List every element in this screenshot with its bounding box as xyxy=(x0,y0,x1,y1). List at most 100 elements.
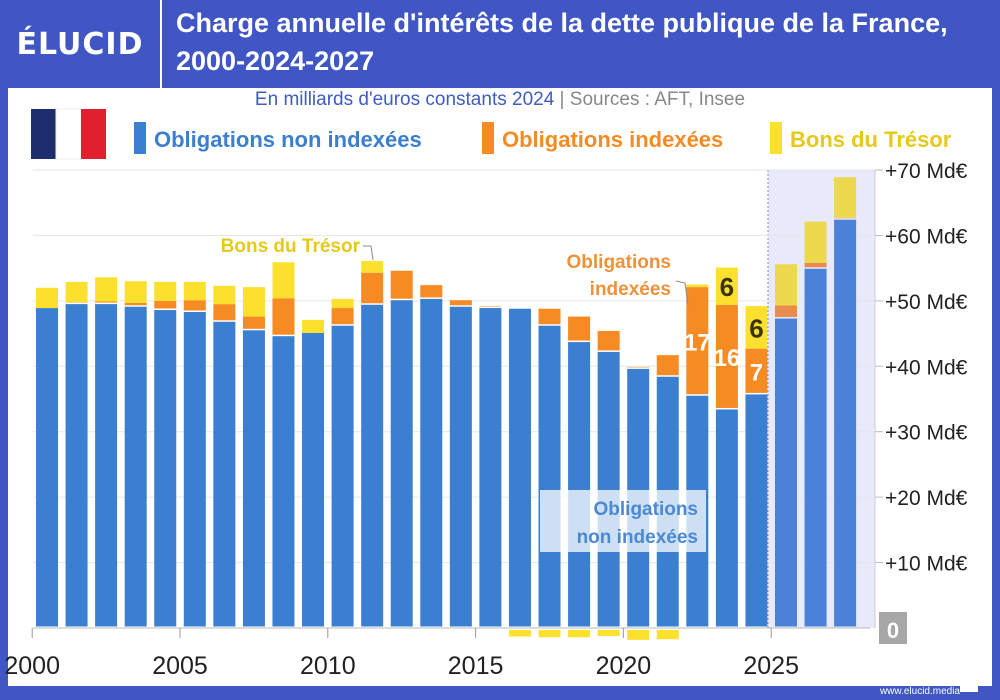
bar-obligations-non-index-es-2007 xyxy=(242,330,265,627)
bar-obligations-non-index-es-2024 xyxy=(745,394,768,627)
legend-swatch xyxy=(482,122,494,154)
bar-obligations-index-es-2004 xyxy=(154,300,177,309)
bar-obligations-non-index-es-2012 xyxy=(390,300,413,627)
y-tick-label: +30 Md€ xyxy=(885,422,968,445)
page-title: Charge annuelle d'intérêts de la dette p… xyxy=(176,8,948,76)
bar-obligations-index-es-2017 xyxy=(538,308,561,325)
x-tick-label: 2015 xyxy=(448,652,504,680)
bar-bons-du-tr-sor-2009 xyxy=(302,319,325,333)
bar-bons-du-tr-sor-2022 xyxy=(686,284,709,288)
bar-obligations-non-index-es-2008 xyxy=(272,336,295,627)
legend-swatch xyxy=(770,122,782,154)
bar-bons-du-tr-sor-2026 xyxy=(804,221,827,263)
zero-label: 0 xyxy=(887,618,899,643)
bar-obligations-index-es-2022 xyxy=(686,287,709,395)
subtitle: En milliards d'euros constants 2024 | So… xyxy=(0,89,1000,111)
bar-bons-negative-2019 xyxy=(597,630,620,636)
bar-obligations-index-es-2025 xyxy=(775,305,797,318)
bar-obligations-non-index-es-2023 xyxy=(715,409,738,627)
bar-obligations-non-index-es-2006 xyxy=(213,321,236,627)
bar-obligations-index-es-2003 xyxy=(124,302,147,306)
x-tick-label: 2020 xyxy=(596,652,652,680)
bar-obligations-non-index-es-2010 xyxy=(331,325,354,627)
bar-obligations-non-index-es-2001 xyxy=(65,304,88,627)
bar-obligations-non-index-es-2025 xyxy=(775,318,797,627)
data-label: 16 xyxy=(714,345,741,372)
bar-obligations-index-es-2012 xyxy=(390,270,413,299)
header: ÉLUCID Charge annuelle d'intérêts de la … xyxy=(0,0,1000,88)
x-tick-label: 2025 xyxy=(743,652,799,680)
footer-url[interactable]: www.elucid.media xyxy=(879,686,960,697)
flag-red xyxy=(81,109,106,159)
annotation-non-indexees: non indexées xyxy=(577,527,698,548)
bar-obligations-non-index-es-2013 xyxy=(420,298,443,627)
bar-obligations-non-index-es-2004 xyxy=(154,310,177,627)
bar-obligations-non-index-es-2015 xyxy=(479,308,502,627)
bar-bons-negative-2017 xyxy=(538,630,561,638)
bar-obligations-index-es-2026 xyxy=(804,262,827,268)
bar-obligations-non-index-es-2002 xyxy=(95,304,118,627)
subtitle-separator: | xyxy=(559,89,565,110)
bar-obligations-index-es-2013 xyxy=(420,285,443,298)
y-tick-label: +20 Md€ xyxy=(885,487,968,510)
flag-blue xyxy=(31,109,56,159)
bar-bons-du-tr-sor-2006 xyxy=(213,285,236,305)
data-label: 6 xyxy=(720,272,734,302)
y-tick-label: +70 Md€ xyxy=(885,160,968,183)
zero-label-box xyxy=(879,612,907,644)
bar-obligations-non-index-es-2009 xyxy=(302,332,325,627)
legend-label: Obligations non indexées xyxy=(154,127,422,152)
bar-obligations-non-index-es-2026 xyxy=(804,268,827,627)
bar-obligations-index-es-2011 xyxy=(361,272,384,304)
bar-obligations-index-es-2005 xyxy=(183,300,206,311)
bar-obligations-non-index-es-2005 xyxy=(183,311,206,627)
bar-obligations-index-es-2002 xyxy=(95,301,118,303)
bar-obligations-index-es-2006 xyxy=(213,304,236,321)
bar-obligations-non-index-es-2027 xyxy=(834,219,857,627)
footer-logo-icon xyxy=(960,676,978,692)
legend-swatch xyxy=(134,122,146,154)
bar-bons-negative-2020 xyxy=(627,630,650,640)
bar-bons-du-tr-sor-2005 xyxy=(183,281,206,301)
bar-bons-du-tr-sor-2023 xyxy=(715,267,738,305)
legend-label: Obligations indexées xyxy=(502,127,723,152)
bar-bons-du-tr-sor-2000 xyxy=(36,287,58,309)
bar-obligations-non-index-es-2003 xyxy=(124,306,147,627)
bar-bons-du-tr-sor-2008 xyxy=(272,262,295,299)
bar-obligations-non-index-es-2014 xyxy=(449,306,472,627)
bar-obligations-non-index-es-2018 xyxy=(568,342,591,627)
bar-obligations-index-es-2014 xyxy=(449,300,472,306)
bar-bons-du-tr-sor-2003 xyxy=(124,281,147,303)
x-tick-label: 2000 xyxy=(4,652,60,680)
subtitle-sources: Sources : AFT, Insee xyxy=(569,89,746,110)
annotation-non-indexees: Obligations xyxy=(594,499,699,520)
bar-bons-du-tr-sor-2010 xyxy=(331,298,354,309)
data-label: 7 xyxy=(750,360,763,387)
bar-bons-du-tr-sor-2011 xyxy=(361,260,384,273)
bar-obligations-index-es-2018 xyxy=(568,316,591,341)
bar-obligations-index-es-2008 xyxy=(272,298,295,335)
x-tick-label: 2005 xyxy=(152,652,208,680)
bar-bons-negative-2016 xyxy=(508,630,531,637)
bar-obligations-index-es-2021 xyxy=(656,355,679,376)
bar-bons-du-tr-sor-2001 xyxy=(65,281,88,303)
bar-bons-du-tr-sor-2007 xyxy=(242,287,265,317)
y-tick-label: +10 Md€ xyxy=(885,553,968,576)
bar-obligations-index-es-2019 xyxy=(597,330,620,351)
y-tick-label: +50 Md€ xyxy=(885,291,968,314)
bar-obligations-non-index-es-2019 xyxy=(597,351,620,627)
annotation-indexees: Obligations xyxy=(567,252,672,273)
data-label: 17 xyxy=(684,329,711,356)
logo: ÉLUCID xyxy=(0,0,162,88)
bar-obligations-index-es-2007 xyxy=(242,316,265,329)
bar-bons-negative-2021 xyxy=(656,630,679,640)
flag-white xyxy=(55,108,82,160)
y-tick-label: +40 Md€ xyxy=(885,356,968,379)
bar-obligations-non-index-es-2016 xyxy=(508,308,531,627)
bar-obligations-non-index-es-2017 xyxy=(538,325,561,627)
annotation-bons: Bons du Trésor xyxy=(221,236,361,257)
x-tick-label: 2010 xyxy=(300,652,356,680)
subtitle-unit: En milliards d'euros constants 2024 xyxy=(254,89,555,110)
annotation-leader xyxy=(363,245,374,261)
